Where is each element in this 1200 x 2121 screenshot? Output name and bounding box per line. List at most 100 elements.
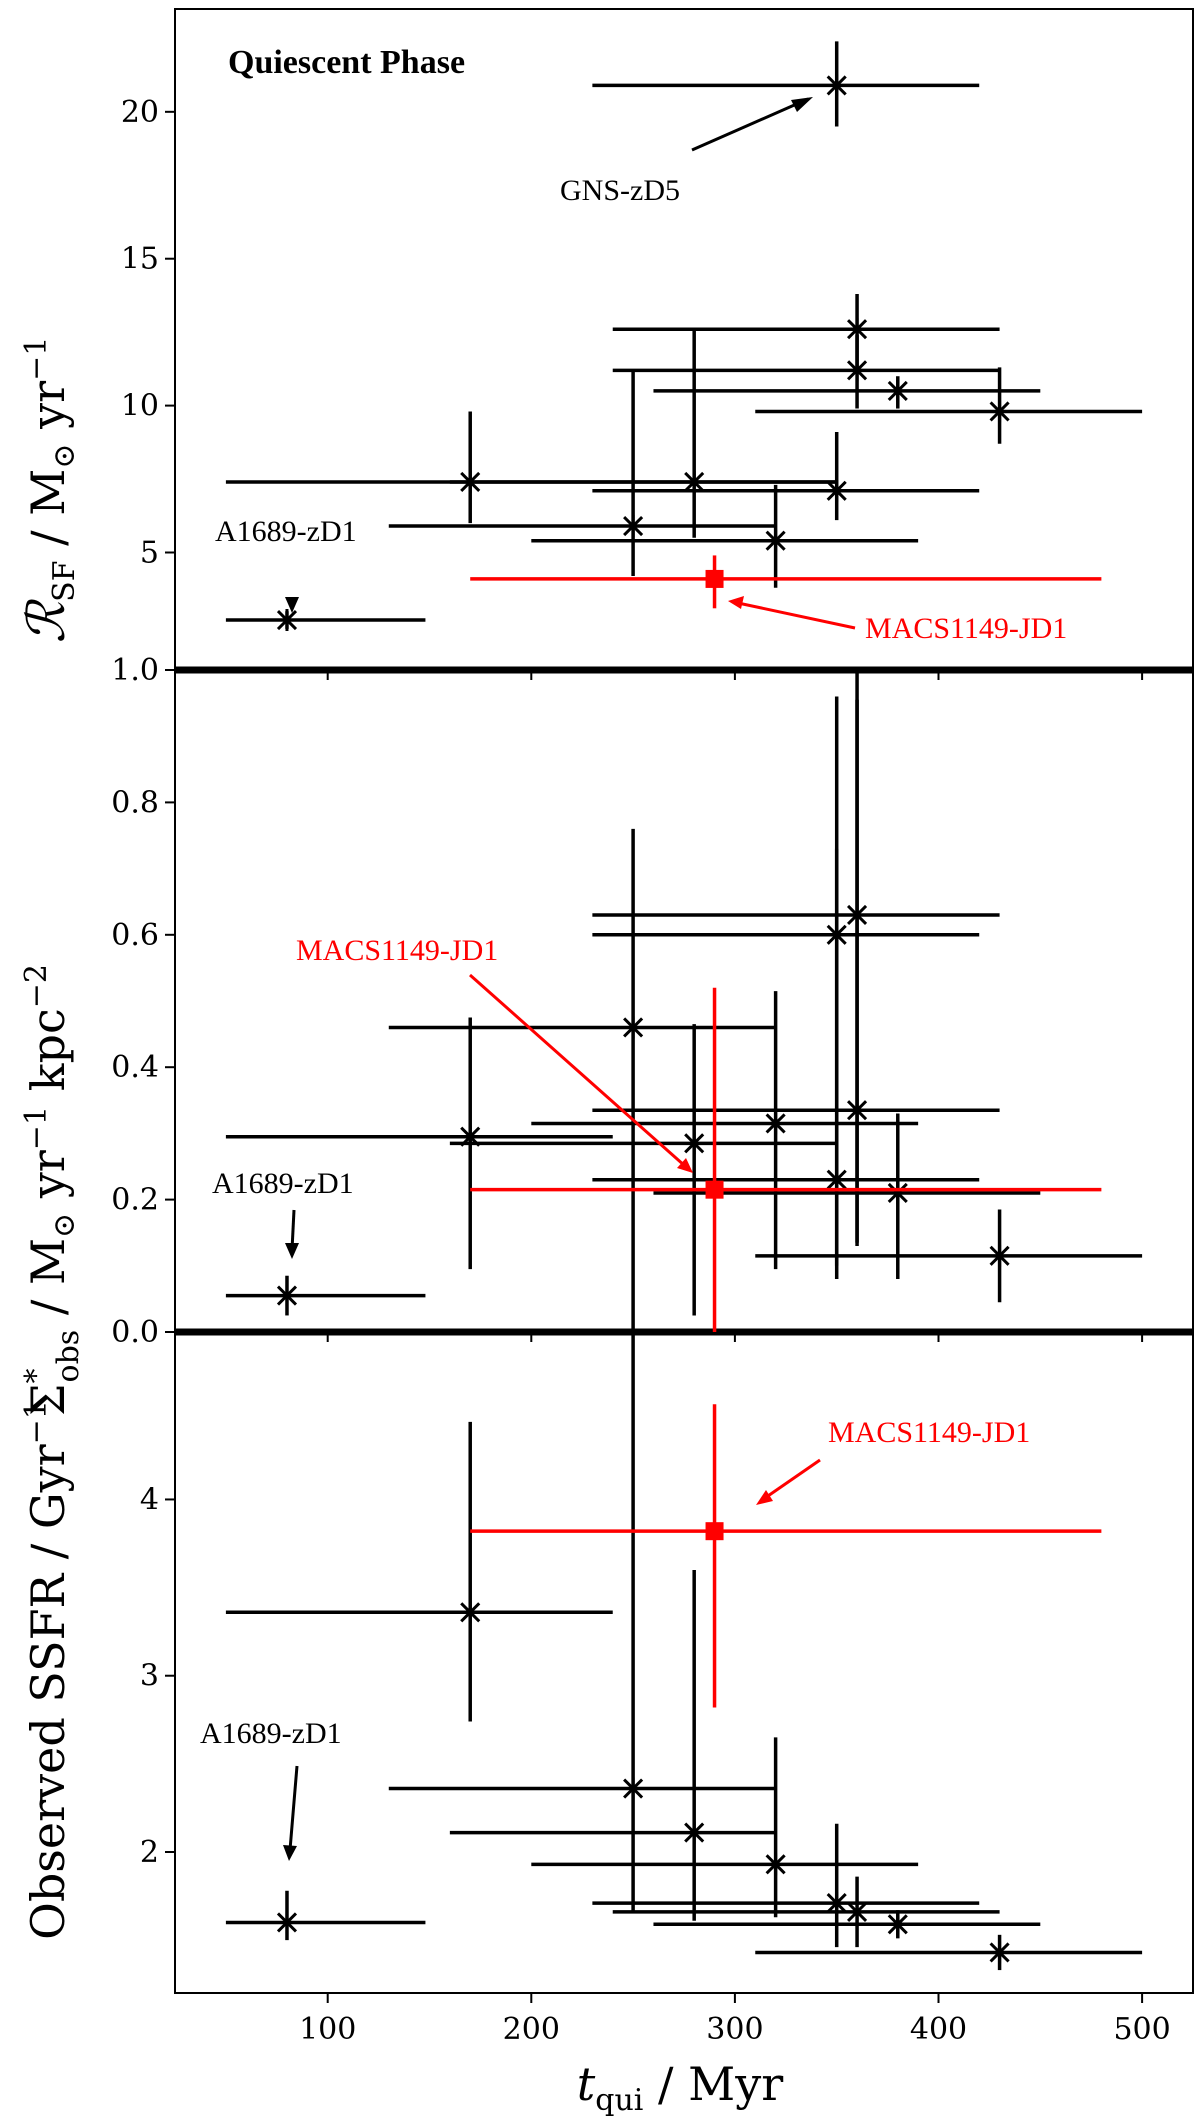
marker-asterisk	[765, 529, 786, 552]
label-macs1149-middle: MACS1149-JD1	[296, 934, 498, 967]
ytick-label-middle: 1.0	[111, 653, 159, 688]
macs1149-point-top	[470, 555, 1102, 609]
data-point-middle	[449, 1024, 837, 1316]
plot-frame-bottom	[174, 1331, 1194, 1994]
data-point-top	[653, 376, 1041, 409]
label-a1689-zd1-top: A1689-zD1	[215, 515, 357, 548]
data-point-bottom	[388, 1330, 776, 1912]
marker-asterisk	[460, 1601, 481, 1624]
xtick-label: 500	[1113, 2012, 1170, 2047]
data-point-top	[531, 484, 919, 588]
marker-square	[705, 1522, 724, 1541]
marker-square	[705, 1180, 724, 1199]
marker-asterisk	[989, 1244, 1010, 1267]
plot-frame-top	[174, 8, 1194, 671]
marker-asterisk	[684, 1821, 705, 1844]
xlabel: tqui / Myr	[577, 2057, 783, 2118]
ytick-label-middle: 0.8	[111, 785, 159, 820]
marker-asterisk	[623, 1777, 644, 1800]
label-macs1149-top: MACS1149-JD1	[865, 612, 1067, 645]
marker-asterisk	[989, 400, 1010, 423]
marker-asterisk	[765, 1853, 786, 1876]
marker-asterisk	[826, 74, 847, 97]
xtick-label: 300	[706, 2012, 763, 2047]
ylabel-top: ℛSF / M⊙ yr−1	[19, 337, 82, 644]
data-point-top	[592, 41, 980, 127]
data-point-middle	[531, 991, 919, 1270]
marker-asterisk	[887, 379, 908, 402]
ytick-label-top: 5	[140, 535, 159, 570]
xtick-label: 200	[503, 2012, 560, 2047]
data-point-middle	[755, 1209, 1143, 1303]
data-point-middle	[592, 848, 980, 1280]
annotation-arrow-macs1149-top	[737, 601, 856, 630]
ytick-label-bottom: 2	[140, 1835, 159, 1870]
data-point-bottom	[531, 1737, 919, 1918]
marker-square	[705, 569, 724, 588]
panel-title: Quiescent Phase	[228, 44, 465, 81]
marker-asterisk	[887, 1913, 908, 1936]
annotation-arrow-a1689-bottom	[288, 1765, 299, 1851]
data-point-bottom	[592, 1823, 980, 1948]
data-point-bottom	[449, 1569, 776, 1921]
macs1149-point-bottom	[470, 1404, 1102, 1708]
ytick-label-middle: 0.4	[111, 1050, 159, 1085]
marker-asterisk	[887, 1181, 908, 1204]
annotation-arrow-macs1149-middle	[469, 973, 686, 1168]
arrowhead	[283, 1845, 297, 1861]
xtick-label: 400	[910, 2012, 967, 2047]
arrowhead	[756, 1490, 773, 1505]
marker-asterisk	[846, 1099, 868, 1122]
data-point-bottom	[755, 1934, 1143, 1971]
annotation-arrow-gns-zd5	[691, 97, 809, 152]
marker-asterisk	[276, 1284, 298, 1307]
marker-asterisk	[276, 1911, 298, 1934]
marker-asterisk	[826, 479, 847, 502]
marker-asterisk	[684, 1132, 705, 1155]
marker-asterisk	[826, 1168, 847, 1191]
data-point-bottom	[653, 1910, 1041, 1939]
label-gns-zd5: GNS-zD5	[560, 174, 680, 207]
arrowhead	[285, 597, 299, 613]
data-point-bottom	[225, 1421, 613, 1722]
arrowhead	[285, 1243, 299, 1259]
data-point-top	[449, 329, 837, 538]
marker-asterisk	[623, 515, 644, 538]
data-point-bottom	[225, 1890, 426, 1941]
ytick-label-middle: 0.2	[111, 1183, 159, 1218]
data-point-top	[388, 370, 776, 576]
ylabel-bottom: Observed SSFR / Gyr−1	[19, 1400, 75, 1940]
data-point-top	[612, 335, 1000, 409]
ytick-label-bottom: 3	[140, 1659, 159, 1694]
data-point-middle	[592, 699, 1000, 1243]
arrowhead	[677, 1158, 693, 1173]
data-point-bottom	[612, 1876, 1000, 1948]
ytick-label-top: 20	[121, 95, 159, 130]
arrowhead	[791, 97, 813, 112]
ytick-label-middle: 0.6	[111, 918, 159, 953]
marker-asterisk	[765, 1112, 786, 1135]
data-point-top	[225, 609, 426, 632]
plot-frame-middle	[174, 669, 1194, 1333]
ytick-label-top: 10	[121, 389, 159, 424]
marker-asterisk	[276, 609, 298, 632]
annotation-arrow-macs1149-bottom	[764, 1458, 821, 1500]
data-point-top	[592, 432, 980, 521]
macs1149-point-middle	[470, 987, 1102, 1332]
data-point-top	[612, 293, 1000, 374]
data-point-top	[225, 411, 837, 524]
ytick-label-middle: 0.0	[111, 1315, 159, 1350]
label-macs1149-bottom: MACS1149-JD1	[828, 1416, 1030, 1449]
data-point-middle	[225, 1275, 426, 1316]
data-point-middle	[592, 670, 1000, 1246]
label-a1689-zd1-middle: A1689-zD1	[212, 1167, 354, 1200]
arrowhead	[728, 596, 744, 609]
marker-asterisk	[846, 359, 868, 382]
xtick-label: 100	[299, 2012, 356, 2047]
marker-asterisk	[623, 1016, 644, 1039]
label-a1689-zd1-bottom: A1689-zD1	[200, 1717, 342, 1750]
ylabel-middle: Σ*obs / M⊙ yr−1 kpc−2	[19, 964, 86, 1416]
ytick-label-top: 15	[121, 242, 159, 277]
data-point-middle	[388, 828, 776, 1332]
